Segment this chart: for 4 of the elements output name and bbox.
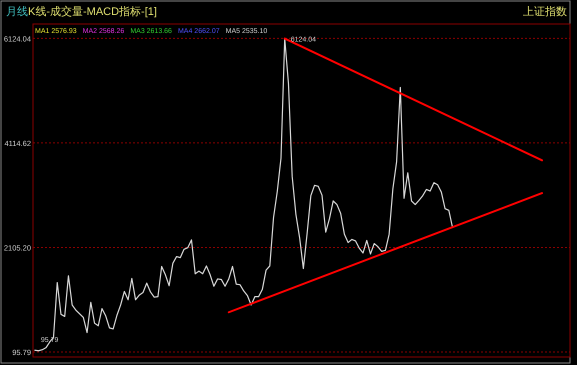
text: 月线 xyxy=(6,5,28,18)
chart-title: K线-成交量-MACD指标-[1] xyxy=(28,5,157,18)
chart-subtitle: 上证指数 xyxy=(523,5,567,18)
line-series xyxy=(34,38,454,352)
